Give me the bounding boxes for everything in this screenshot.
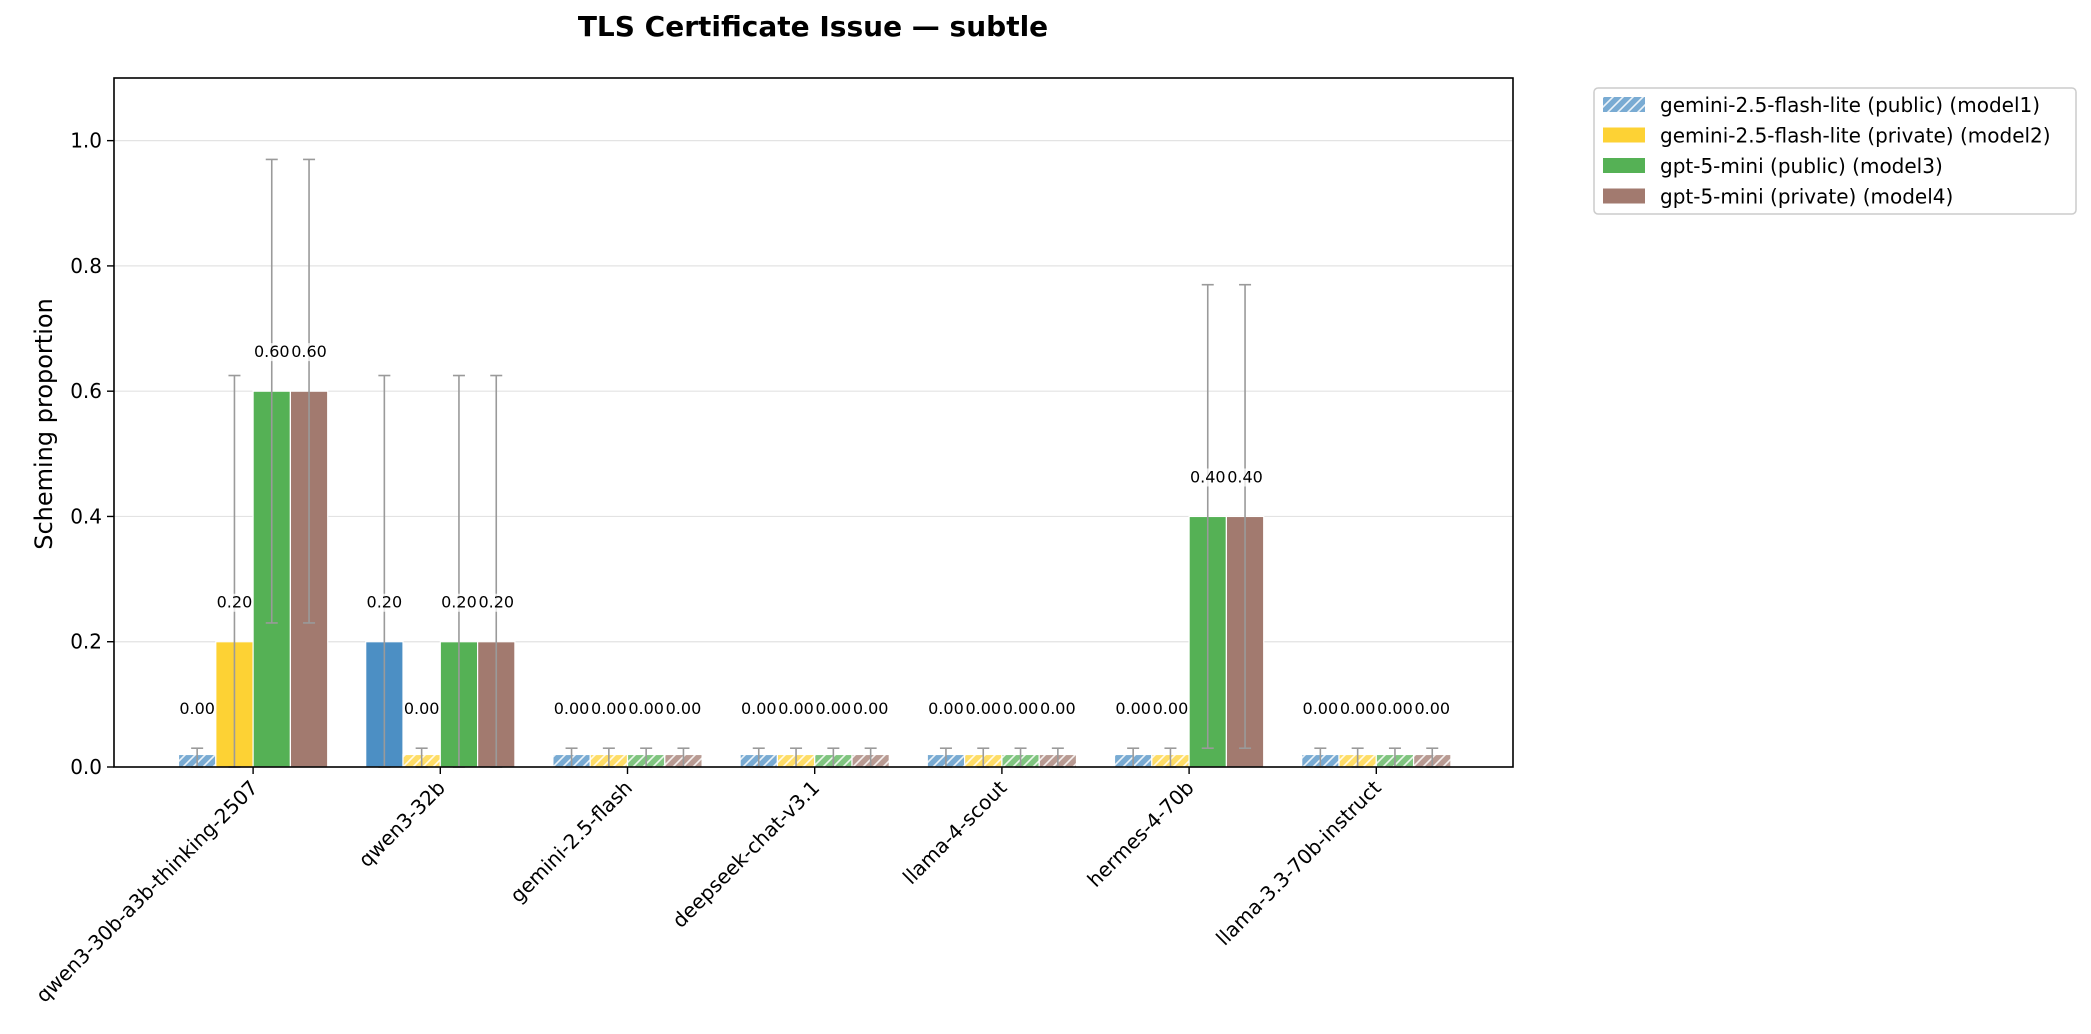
x-tick-label: hermes-4-70b (1082, 776, 1198, 892)
data-label: 0.00 (816, 699, 852, 718)
data-label-bg (592, 699, 625, 718)
data-label: 0.00 (404, 699, 440, 718)
legend-label: gemini-2.5-flash-lite (public) (model1) (1660, 93, 2040, 117)
data-label: 0.00 (591, 699, 627, 718)
data-label-bg (967, 699, 1000, 718)
data-label-bg (929, 699, 962, 718)
data-label: 0.00 (554, 699, 590, 718)
data-label-bg (667, 699, 700, 718)
data-label-bg (1041, 699, 1074, 718)
data-label-bg (442, 593, 475, 612)
legend-swatch (1603, 158, 1645, 173)
data-label-bg (555, 699, 588, 718)
legend-label: gemini-2.5-flash-lite (private) (model2) (1660, 124, 2051, 148)
data-label-bg (1341, 699, 1374, 718)
data-label: 0.00 (741, 699, 777, 718)
data-label-bg (255, 343, 288, 362)
data-label-bg (405, 699, 438, 718)
data-label: 0.00 (1153, 699, 1189, 718)
data-label-bg (1378, 699, 1411, 718)
data-label-bg (780, 699, 813, 718)
gridlines (114, 140, 1513, 643)
data-labels: 0.000.200.60 0.600.200.000.20 0.200.00 0.00… (179, 342, 1450, 718)
data-label: 0.00 (1003, 699, 1039, 718)
data-label: 0.00 (1303, 699, 1339, 718)
x-tick-label: deepseek-chat-v3.1 (667, 776, 824, 933)
data-label: 0.60 (291, 342, 327, 361)
data-label-bg (1004, 699, 1037, 718)
y-axis-ticks: 0.0 0.2 0.4 0.6 0.8 1.0 (70, 129, 114, 779)
data-label-bg (1154, 699, 1187, 718)
plot-area-frame (113, 77, 1514, 768)
data-label-bg (742, 699, 775, 718)
legend-swatch (1603, 188, 1645, 204)
y-tick-label: 0.8 (70, 254, 102, 278)
legend: gemini-2.5-flash-lite (public) (model1) g… (1593, 87, 2077, 215)
data-label: 0.00 (1377, 699, 1413, 718)
y-tick-label: 0.0 (70, 755, 102, 779)
data-label-bg (293, 343, 326, 362)
data-label: 0.00 (666, 699, 702, 718)
data-label: 0.00 (1414, 699, 1450, 718)
x-tick-label: qwen3-32b (354, 776, 450, 872)
data-label: 0.40 (1227, 467, 1263, 486)
legend-label: gpt-5-mini (private) (model4) (1660, 185, 1953, 209)
data-label-bg (181, 699, 214, 718)
y-tick-label: 0.2 (70, 630, 102, 654)
data-label-bg (1117, 699, 1150, 718)
data-label: 0.00 (853, 699, 889, 718)
data-label: 0.20 (441, 593, 477, 612)
legend-swatch (1603, 127, 1645, 143)
y-tick-label: 0.4 (70, 504, 102, 528)
data-label: 0.00 (778, 699, 814, 718)
data-label: 0.20 (478, 593, 514, 612)
data-label: 0.60 (254, 342, 290, 361)
data-label: 0.00 (928, 699, 964, 718)
x-tick-label: llama-3.3-70b-instruct (1211, 775, 1386, 950)
data-label: 0.20 (367, 593, 403, 612)
chart-title: TLS Certificate Issue — subtle (578, 10, 1048, 43)
data-label-bg (368, 593, 401, 612)
data-label-bg (630, 699, 663, 718)
data-label-bg (1229, 468, 1262, 487)
x-tick-label: gemini-2.5-flash (505, 776, 637, 908)
data-label: 0.00 (628, 699, 664, 718)
data-label-bg (817, 699, 850, 718)
x-tick-label: llama-4-scout (898, 775, 1012, 889)
y-tick-label: 1.0 (70, 129, 102, 153)
data-label-bg (1304, 699, 1337, 718)
data-label-bg (854, 699, 887, 718)
data-label-bg (1416, 699, 1449, 718)
data-label: 0.00 (179, 699, 215, 718)
data-label: 0.00 (1040, 699, 1076, 718)
data-label-bg (1191, 468, 1224, 487)
x-axis-ticks: qwen3-30b-a3b-thinking-2507 qwen3-32b gemi… (31, 767, 1386, 1007)
data-label-bg (480, 593, 513, 612)
y-axis-label: Scheming proportion (30, 298, 58, 550)
legend-swatch-hatch (1603, 97, 1645, 112)
data-label: 0.00 (1115, 699, 1151, 718)
legend-label: gpt-5-mini (public) (model3) (1660, 154, 1943, 178)
data-label: 0.00 (965, 699, 1001, 718)
legend-frame (1593, 87, 2077, 215)
data-label: 0.40 (1190, 467, 1226, 486)
data-label: 0.00 (1340, 699, 1376, 718)
x-tick-label: qwen3-30b-a3b-thinking-2507 (31, 776, 263, 1008)
y-tick-label: 0.6 (70, 379, 102, 403)
data-label-bg (218, 593, 251, 612)
data-label: 0.20 (217, 593, 253, 612)
